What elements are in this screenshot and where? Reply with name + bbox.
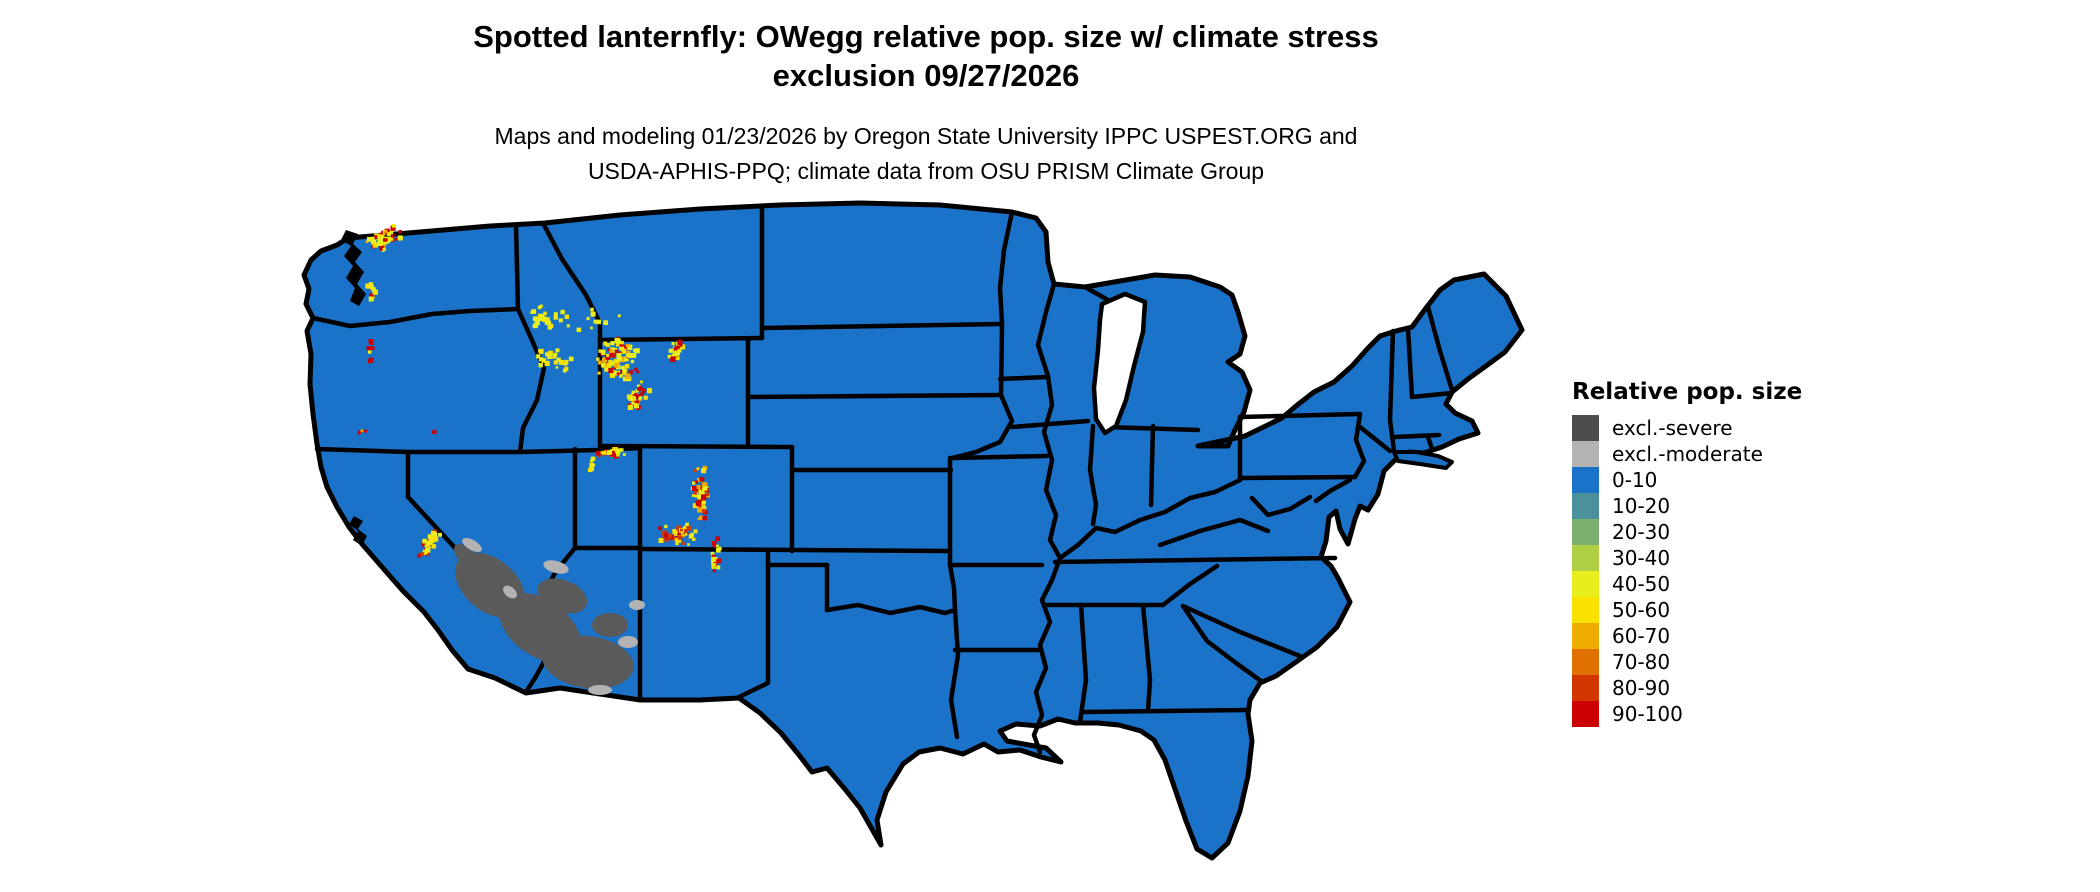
legend-label: 30-40 bbox=[1612, 546, 1671, 570]
legend-label: 80-90 bbox=[1612, 676, 1671, 700]
hotspot-central-idaho bbox=[536, 348, 574, 373]
legend-row: 90-100 bbox=[1572, 701, 1802, 727]
legend-row: 80-90 bbox=[1572, 675, 1802, 701]
legend-row: 60-70 bbox=[1572, 623, 1802, 649]
figure-subtitle-line1: Maps and modeling 01/23/2026 by Oregon S… bbox=[494, 123, 1358, 149]
legend-swatch bbox=[1572, 571, 1599, 597]
puget-sound bbox=[341, 230, 366, 306]
legend-row: 70-80 bbox=[1572, 649, 1802, 675]
hotspot-uinta-ut bbox=[596, 446, 626, 459]
legend-swatch bbox=[1572, 649, 1599, 675]
long-island bbox=[1392, 450, 1454, 470]
san-francisco-bay bbox=[349, 516, 367, 546]
legend-label: 90-100 bbox=[1612, 702, 1683, 726]
figure-title-line2: exclusion 09/27/2026 bbox=[772, 58, 1080, 93]
legend-label: excl.-moderate bbox=[1612, 442, 1763, 466]
legend-label: excl.-severe bbox=[1612, 416, 1733, 440]
legend-row: 10-20 bbox=[1572, 493, 1802, 519]
hotspot-mount-rainier-wa bbox=[365, 282, 378, 302]
legend-swatch bbox=[1572, 675, 1599, 701]
legend-row: 30-40 bbox=[1572, 545, 1802, 571]
legend-swatch bbox=[1572, 701, 1599, 727]
hotspot-wa-or-cascades-scatter bbox=[366, 339, 375, 364]
legend-row: excl.-moderate bbox=[1572, 441, 1802, 467]
exclusion-severe-region bbox=[453, 543, 634, 689]
legend-row: 40-50 bbox=[1572, 571, 1802, 597]
hotspot-sangre-de-cristo-nm bbox=[710, 536, 722, 573]
figure-subtitle-line2: USDA-APHIS-PPQ; climate data from OSU PR… bbox=[587, 158, 1265, 184]
hotspot-wasatch-ut bbox=[587, 456, 596, 473]
figure-title-line1: Spotted lanternfly: OWegg relative pop. … bbox=[473, 19, 1379, 54]
legend-label: 50-60 bbox=[1612, 598, 1671, 622]
legend-label: 20-30 bbox=[1612, 520, 1671, 544]
legend-row: 20-30 bbox=[1572, 519, 1802, 545]
legend: Relative pop. size excl.-severe excl.-mo… bbox=[1572, 379, 1802, 727]
legend-swatch bbox=[1572, 415, 1599, 441]
legend-label: 60-70 bbox=[1612, 624, 1671, 648]
hotspot-sierra-nevada-ca bbox=[417, 529, 442, 558]
legend-label: 10-20 bbox=[1612, 494, 1671, 518]
legend-swatch bbox=[1572, 467, 1599, 493]
hotspot-yellowstone-absaroka-wy bbox=[596, 336, 640, 382]
legend-swatch bbox=[1572, 441, 1599, 467]
hotspot-bighorn-wy bbox=[667, 339, 686, 362]
legend-row: 0-10 bbox=[1572, 467, 1802, 493]
legend-swatch bbox=[1572, 493, 1599, 519]
legend-swatch bbox=[1572, 597, 1599, 623]
hotspot-san-juan-co bbox=[658, 522, 698, 546]
legend-title: Relative pop. size bbox=[1572, 379, 1803, 405]
legend-label: 40-50 bbox=[1612, 572, 1671, 596]
legend-swatch bbox=[1572, 545, 1599, 571]
figure-title: Spotted lanternfly: OWegg relative pop. … bbox=[0, 17, 1852, 95]
legend-row: 50-60 bbox=[1572, 597, 1802, 623]
hotspot-bitterroot-id-mt bbox=[530, 304, 570, 330]
hotspot-mono-ca bbox=[432, 429, 437, 434]
figure-subtitle: Maps and modeling 01/23/2026 by Oregon S… bbox=[0, 119, 1852, 189]
legend-label: 0-10 bbox=[1612, 468, 1658, 492]
hotspot-blue-mountains-or bbox=[357, 429, 367, 435]
legend-items: excl.-severe excl.-moderate 0-10 10-20 2… bbox=[1572, 415, 1802, 727]
lake-michigan bbox=[1091, 291, 1148, 436]
legend-swatch bbox=[1572, 519, 1599, 545]
hotspot-montana-scatter bbox=[576, 307, 621, 333]
us-landmass bbox=[301, 200, 1525, 861]
exclusion-moderate-region bbox=[462, 538, 645, 695]
legend-swatch bbox=[1572, 623, 1599, 649]
hotspot-wind-river-wy bbox=[626, 380, 653, 410]
hotspot-colorado-front-range bbox=[690, 465, 710, 521]
hotspot-north-cascades-wa bbox=[365, 224, 403, 252]
hotspot-clusters bbox=[357, 224, 722, 573]
legend-label: 70-80 bbox=[1612, 650, 1671, 674]
legend-row: excl.-severe bbox=[1572, 415, 1802, 441]
